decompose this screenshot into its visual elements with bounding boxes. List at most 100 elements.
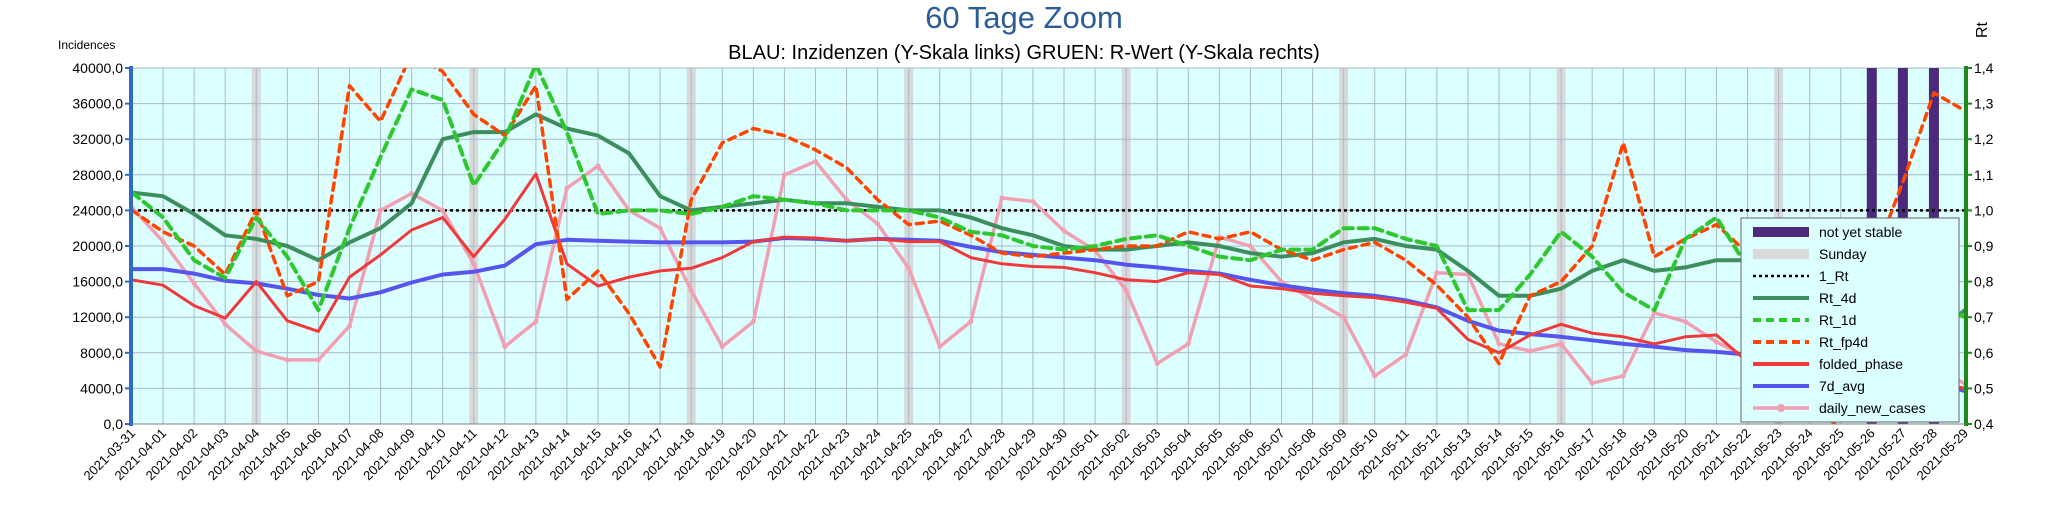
y-tick-label-right: 1,3 bbox=[1974, 96, 1994, 112]
data-point bbox=[750, 319, 756, 325]
data-point bbox=[1061, 228, 1067, 234]
data-point bbox=[688, 288, 694, 293]
data-point bbox=[471, 261, 477, 267]
series-folded_phase bbox=[132, 172, 1965, 397]
legend-label: 7d_avg bbox=[1819, 378, 1865, 394]
data-point bbox=[533, 319, 539, 325]
data-point bbox=[191, 280, 197, 286]
data-point bbox=[812, 158, 818, 164]
data-point bbox=[564, 185, 570, 191]
series-Rt_4d bbox=[132, 112, 1965, 337]
legend-label: folded_phase bbox=[1819, 356, 1903, 372]
legend-label: daily_new_cases bbox=[1819, 400, 1926, 416]
data-point bbox=[502, 344, 508, 350]
data-point bbox=[719, 344, 725, 350]
series-Rt_1d bbox=[132, 68, 1965, 366]
legend-item: Rt_fp4d bbox=[1753, 334, 1868, 350]
data-point bbox=[1589, 380, 1595, 386]
data-point bbox=[1434, 270, 1440, 276]
data-point bbox=[875, 221, 881, 227]
legend-label: Rt_4d bbox=[1819, 290, 1856, 306]
data-point bbox=[781, 172, 787, 178]
data-point bbox=[968, 319, 974, 325]
legend-label: Rt_1d bbox=[1819, 312, 1856, 328]
y-tick-label-right: 0,8 bbox=[1974, 274, 1994, 290]
data-point bbox=[1279, 279, 1285, 285]
series-line bbox=[132, 159, 1965, 408]
y-tick-label-right: 0,7 bbox=[1974, 309, 1994, 325]
legend-item: 1_Rt bbox=[1753, 268, 1849, 284]
chart-subtitle: BLAU: Inzidenzen (Y-Skala links) GRUEN: … bbox=[728, 42, 1320, 64]
series-7d_avg bbox=[132, 236, 1965, 394]
data-point bbox=[1310, 296, 1316, 302]
data-point bbox=[440, 207, 446, 213]
data-point bbox=[1403, 352, 1409, 358]
y-tick-label-left: 16000,0 bbox=[72, 274, 123, 290]
data-point bbox=[1496, 341, 1502, 347]
data-point bbox=[1185, 341, 1191, 347]
legend-label: Sunday bbox=[1819, 246, 1866, 262]
legend: not yet stable Sunday 1_Rt Rt_4d Rt_1d Rt_fp4… bbox=[1740, 217, 1960, 423]
y-tick-label-right: 1,2 bbox=[1974, 131, 1994, 147]
y-tick-label-left: 4000,0 bbox=[80, 380, 123, 396]
data-point bbox=[378, 207, 384, 213]
data-point bbox=[409, 190, 415, 196]
data-point bbox=[346, 323, 352, 329]
data-point bbox=[1030, 199, 1036, 204]
legend-item: folded_phase bbox=[1753, 356, 1903, 372]
data-point bbox=[1372, 373, 1378, 379]
series-line bbox=[132, 236, 1965, 394]
data-point bbox=[906, 265, 912, 271]
y-tick-label-left: 40000,0 bbox=[72, 60, 123, 76]
data-point bbox=[1682, 319, 1688, 325]
data-point bbox=[1247, 243, 1253, 249]
data-point bbox=[657, 225, 663, 231]
data-point bbox=[1341, 314, 1347, 320]
data-point bbox=[160, 239, 166, 245]
y-tick-label-left: 0,0 bbox=[104, 416, 124, 432]
series-line bbox=[132, 68, 1965, 424]
legend-item: Rt_1d bbox=[1753, 312, 1856, 328]
y-tick-label-right: 0,5 bbox=[1974, 380, 1994, 396]
y-tick-label-right: 0,6 bbox=[1974, 345, 1994, 361]
y-tick-label-left: 36000,0 bbox=[72, 96, 123, 112]
y-tick-label-left: 20000,0 bbox=[72, 238, 123, 254]
series-line bbox=[132, 172, 1965, 397]
series-line bbox=[132, 112, 1965, 337]
series-line bbox=[132, 68, 1965, 366]
data-point bbox=[844, 197, 850, 203]
y-tick-label-right: 1,1 bbox=[1974, 167, 1994, 183]
data-point bbox=[1123, 288, 1129, 293]
y-tick-label-left: 28000,0 bbox=[72, 167, 123, 183]
data-point bbox=[595, 163, 601, 169]
y-tick-label-left: 12000,0 bbox=[72, 309, 123, 325]
series-Rt_fp4d bbox=[132, 68, 1965, 424]
data-point bbox=[1713, 339, 1719, 345]
data-point bbox=[222, 321, 228, 327]
y-tick-label-right: 1,0 bbox=[1974, 202, 1994, 218]
data-point bbox=[1527, 348, 1533, 354]
legend-marker bbox=[1777, 404, 1785, 412]
y-tick-label-left: 8000,0 bbox=[80, 345, 123, 361]
data-point bbox=[999, 195, 1005, 201]
legend-item: Rt_4d bbox=[1753, 290, 1856, 306]
y-axis-left-label: Incidences bbox=[58, 38, 116, 52]
legend-label: not yet stable bbox=[1819, 224, 1902, 240]
legend-item: daily_new_cases bbox=[1753, 400, 1926, 416]
legend-label: 1_Rt bbox=[1819, 268, 1849, 284]
legend-item: not yet stable bbox=[1753, 224, 1902, 240]
legend-item: 7d_avg bbox=[1753, 378, 1865, 394]
y-tick-label-left: 32000,0 bbox=[72, 131, 123, 147]
y-tick-label-right: 0,9 bbox=[1974, 238, 1994, 254]
legend-label: Rt_fp4d bbox=[1819, 334, 1868, 350]
data-point bbox=[284, 357, 290, 363]
data-point bbox=[937, 344, 943, 350]
y-tick-label-right: 0,4 bbox=[1974, 416, 1994, 432]
chart-title: 60 Tage Zoom bbox=[925, 0, 1123, 35]
y-tick-label-right: 1,4 bbox=[1974, 60, 1994, 76]
data-point bbox=[1620, 373, 1626, 379]
legend-item: Sunday bbox=[1753, 246, 1866, 262]
data-point bbox=[315, 357, 321, 363]
